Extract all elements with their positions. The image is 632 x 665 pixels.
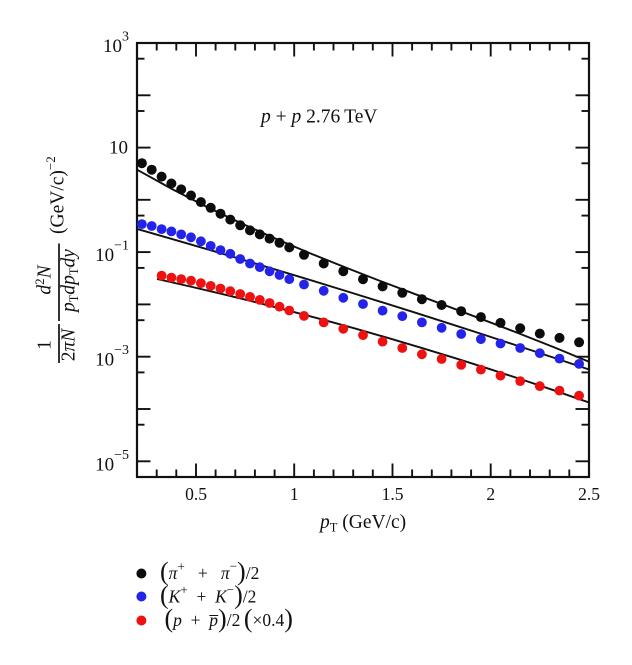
svg-text:pT (GeV/c): pT (GeV/c) xyxy=(318,512,406,535)
svg-text:0.5: 0.5 xyxy=(185,484,207,504)
svg-text:d2N: d2N xyxy=(32,264,56,294)
svg-text:(GeV/c)−2: (GeV/c)−2 xyxy=(43,156,69,234)
svg-text:2πN: 2πN xyxy=(59,328,80,362)
svg-text:(π+ + π−)/2: (π+ + π−)/2 xyxy=(160,557,259,586)
svg-text:2.5: 2.5 xyxy=(578,484,600,504)
svg-text:1: 1 xyxy=(290,484,299,504)
svg-text:(K+ + K−)/2: (K+ + K−)/2 xyxy=(160,581,256,610)
svg-text:2: 2 xyxy=(486,484,495,504)
svg-text:p + p 2.76 TeV: p + p 2.76 TeV xyxy=(259,107,377,128)
svg-text:(p + p̅)/2 (×0.4): (p + p̅)/2 (×0.4) xyxy=(165,604,293,633)
svg-text:1.5: 1.5 xyxy=(382,484,404,504)
svg-text:10: 10 xyxy=(109,138,128,159)
svg-text:1: 1 xyxy=(35,340,56,350)
svg-text:pTdpTdy: pTdpTdy xyxy=(59,249,82,314)
